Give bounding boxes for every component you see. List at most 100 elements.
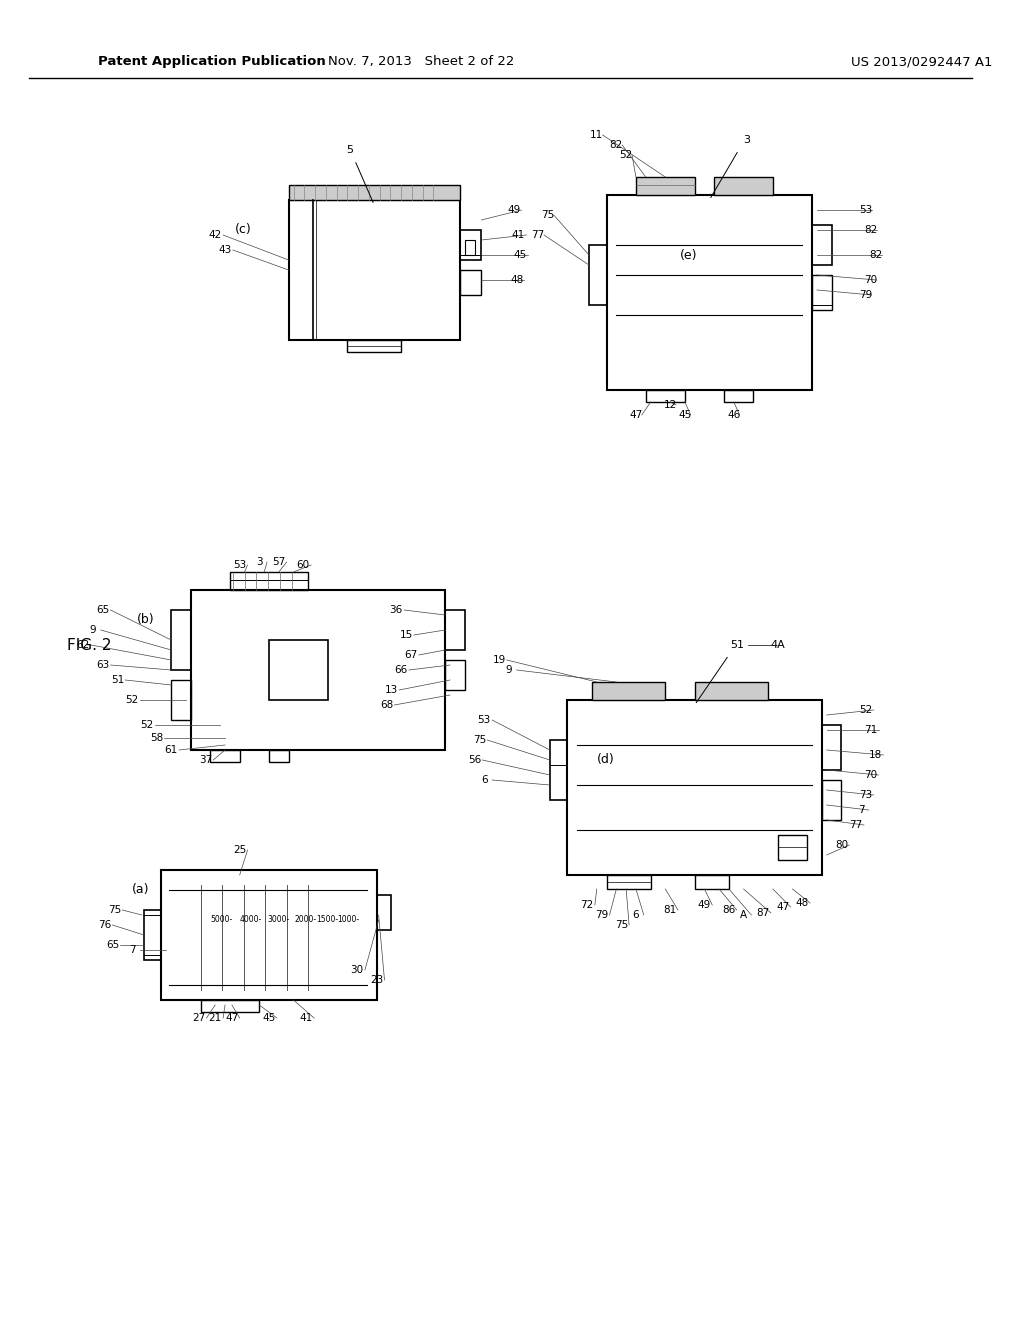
- Text: 47: 47: [225, 1012, 239, 1023]
- Bar: [269, 750, 289, 762]
- Bar: [724, 389, 754, 403]
- Text: 53: 53: [477, 715, 490, 725]
- Text: (e): (e): [680, 248, 697, 261]
- Text: 42: 42: [209, 230, 222, 240]
- Bar: [589, 246, 606, 305]
- Bar: [162, 870, 377, 1001]
- Text: 73: 73: [859, 789, 872, 800]
- Text: (c): (c): [234, 223, 252, 236]
- Text: 13: 13: [385, 685, 398, 696]
- Text: 43: 43: [218, 246, 231, 255]
- Text: 80: 80: [835, 840, 848, 850]
- Text: 82: 82: [864, 224, 878, 235]
- Text: 9: 9: [90, 624, 96, 635]
- Text: 52: 52: [126, 696, 138, 705]
- Text: 77: 77: [850, 820, 862, 830]
- Text: 49: 49: [697, 900, 711, 909]
- Text: 60: 60: [297, 560, 310, 570]
- Text: 36: 36: [389, 605, 402, 615]
- Text: 45: 45: [514, 249, 527, 260]
- Text: 86: 86: [722, 906, 735, 915]
- Text: 77: 77: [531, 230, 545, 240]
- Text: 21: 21: [209, 1012, 222, 1023]
- Text: 11: 11: [590, 129, 603, 140]
- Bar: [347, 341, 401, 352]
- Bar: [636, 177, 694, 195]
- Text: 79: 79: [595, 909, 608, 920]
- Text: 75: 75: [614, 920, 628, 931]
- Bar: [377, 895, 391, 931]
- Text: 65: 65: [105, 940, 119, 950]
- Text: 4000-: 4000-: [240, 916, 262, 924]
- Text: 48: 48: [510, 275, 523, 285]
- Text: 9: 9: [506, 665, 512, 675]
- Text: 66: 66: [394, 665, 408, 675]
- Bar: [812, 224, 831, 265]
- Text: 5000-: 5000-: [210, 916, 232, 924]
- Text: 52: 52: [620, 150, 633, 160]
- Text: Patent Application Publication: Patent Application Publication: [98, 55, 326, 69]
- Text: 2000-: 2000-: [295, 916, 316, 924]
- Bar: [460, 230, 481, 260]
- Text: 7: 7: [858, 805, 864, 814]
- Text: 63: 63: [96, 660, 110, 671]
- Text: 57: 57: [272, 557, 286, 568]
- Text: 7: 7: [129, 945, 135, 954]
- Text: 46: 46: [727, 411, 740, 420]
- Bar: [289, 185, 460, 201]
- Text: 6: 6: [633, 909, 639, 920]
- Text: 70: 70: [864, 770, 878, 780]
- Text: 4A: 4A: [770, 640, 785, 649]
- Bar: [190, 590, 445, 750]
- Text: 81: 81: [664, 906, 677, 915]
- Bar: [143, 909, 162, 960]
- Bar: [210, 750, 240, 762]
- Bar: [694, 875, 729, 888]
- Bar: [460, 271, 481, 294]
- Text: 52: 52: [859, 705, 872, 715]
- Bar: [550, 741, 567, 800]
- Text: (d): (d): [597, 754, 614, 767]
- Text: 52: 52: [140, 719, 154, 730]
- Text: 47: 47: [630, 411, 643, 420]
- Text: 48: 48: [796, 898, 809, 908]
- Bar: [822, 725, 842, 770]
- Bar: [606, 875, 650, 888]
- Text: 65: 65: [96, 605, 110, 615]
- Bar: [592, 682, 666, 700]
- Bar: [171, 680, 190, 719]
- Text: 71: 71: [864, 725, 878, 735]
- Text: 53: 53: [859, 205, 872, 215]
- Text: 70: 70: [864, 275, 878, 285]
- Bar: [445, 610, 465, 649]
- Text: 61: 61: [165, 744, 178, 755]
- Text: 62: 62: [77, 640, 90, 649]
- Text: 58: 58: [150, 733, 163, 743]
- Text: 41: 41: [300, 1012, 313, 1023]
- Bar: [778, 836, 807, 861]
- Text: 79: 79: [859, 290, 872, 300]
- Text: 5: 5: [346, 145, 353, 154]
- Bar: [171, 610, 190, 671]
- Bar: [646, 389, 685, 403]
- Text: 76: 76: [98, 920, 112, 931]
- Text: 75: 75: [542, 210, 555, 220]
- Text: 82: 82: [609, 140, 623, 150]
- Bar: [812, 275, 831, 310]
- Text: 3000-: 3000-: [267, 916, 290, 924]
- Text: 27: 27: [191, 1012, 205, 1023]
- Bar: [714, 177, 773, 195]
- Text: A: A: [740, 909, 748, 920]
- Text: 75: 75: [108, 906, 121, 915]
- Bar: [269, 640, 328, 700]
- Text: 49: 49: [507, 205, 520, 215]
- Text: 23: 23: [370, 975, 383, 985]
- Text: 68: 68: [380, 700, 393, 710]
- Text: 45: 45: [678, 411, 691, 420]
- Text: 25: 25: [233, 845, 247, 855]
- Bar: [567, 700, 822, 875]
- Text: 3: 3: [743, 135, 750, 145]
- Text: 56: 56: [468, 755, 481, 766]
- Text: (b): (b): [137, 614, 155, 627]
- Text: 53: 53: [233, 560, 247, 570]
